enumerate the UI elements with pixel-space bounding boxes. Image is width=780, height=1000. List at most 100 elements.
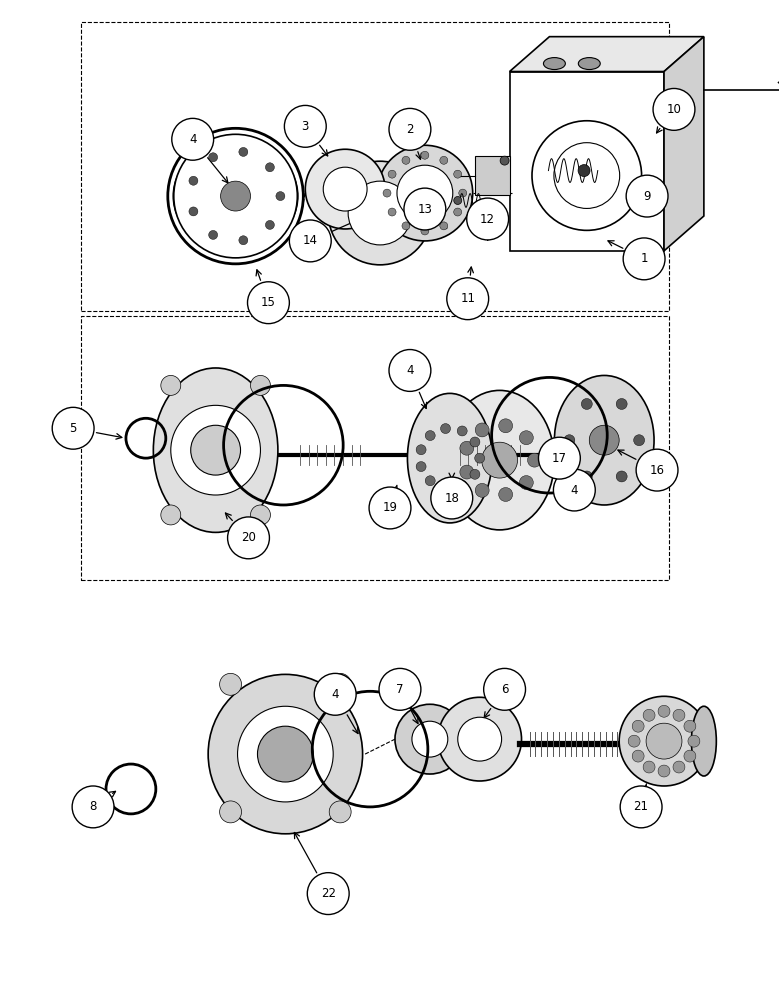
Text: 11: 11 — [460, 292, 475, 305]
Circle shape — [498, 488, 512, 501]
Circle shape — [323, 167, 367, 211]
Circle shape — [379, 668, 421, 710]
Ellipse shape — [445, 390, 555, 530]
Circle shape — [475, 483, 489, 497]
Circle shape — [389, 350, 431, 391]
Circle shape — [646, 723, 682, 759]
Circle shape — [673, 709, 685, 721]
Circle shape — [305, 149, 385, 229]
Circle shape — [498, 419, 512, 433]
Circle shape — [458, 717, 502, 761]
Circle shape — [431, 477, 473, 519]
Circle shape — [632, 720, 644, 732]
Circle shape — [404, 188, 446, 230]
Circle shape — [519, 476, 534, 490]
Circle shape — [688, 735, 700, 747]
Circle shape — [581, 471, 592, 482]
Circle shape — [447, 278, 488, 320]
Circle shape — [247, 282, 289, 324]
Circle shape — [466, 198, 509, 240]
Circle shape — [220, 801, 242, 823]
Ellipse shape — [407, 393, 492, 523]
Circle shape — [239, 236, 248, 245]
Polygon shape — [475, 156, 509, 195]
Text: 4: 4 — [571, 484, 578, 497]
Circle shape — [208, 230, 218, 239]
Circle shape — [172, 118, 214, 160]
Circle shape — [276, 192, 285, 201]
Circle shape — [397, 165, 452, 221]
Circle shape — [632, 750, 644, 762]
Circle shape — [265, 220, 275, 229]
Circle shape — [626, 175, 668, 217]
Circle shape — [441, 483, 451, 493]
Text: 6: 6 — [501, 683, 509, 696]
Circle shape — [307, 873, 349, 915]
Text: 3: 3 — [302, 120, 309, 133]
Circle shape — [470, 469, 480, 479]
Circle shape — [257, 726, 314, 782]
Circle shape — [457, 480, 467, 490]
Text: 4: 4 — [189, 133, 197, 146]
Text: 1: 1 — [640, 252, 648, 265]
Circle shape — [329, 801, 351, 823]
Circle shape — [402, 156, 410, 164]
Circle shape — [454, 170, 462, 178]
Circle shape — [171, 405, 261, 495]
Ellipse shape — [544, 58, 566, 70]
Circle shape — [228, 517, 269, 559]
Circle shape — [289, 220, 332, 262]
Polygon shape — [664, 37, 704, 251]
Circle shape — [285, 105, 326, 147]
Circle shape — [482, 442, 518, 478]
Circle shape — [221, 181, 250, 211]
Text: 21: 21 — [633, 800, 649, 813]
Text: 17: 17 — [552, 452, 567, 465]
Text: 8: 8 — [90, 800, 97, 813]
Text: 15: 15 — [261, 296, 276, 309]
Circle shape — [328, 161, 432, 265]
Circle shape — [616, 398, 627, 409]
Circle shape — [250, 375, 271, 395]
Circle shape — [454, 208, 462, 216]
Text: 5: 5 — [69, 422, 76, 435]
Circle shape — [628, 735, 640, 747]
Ellipse shape — [555, 375, 654, 505]
Circle shape — [189, 207, 198, 216]
Circle shape — [441, 424, 451, 434]
Text: 4: 4 — [406, 364, 413, 377]
Circle shape — [527, 453, 541, 467]
Ellipse shape — [208, 674, 363, 834]
Circle shape — [250, 505, 271, 525]
Text: 13: 13 — [417, 203, 432, 216]
Circle shape — [643, 709, 655, 721]
Circle shape — [161, 375, 181, 395]
Circle shape — [438, 697, 522, 781]
Circle shape — [191, 425, 240, 475]
Circle shape — [636, 449, 678, 491]
Circle shape — [554, 469, 595, 511]
Circle shape — [220, 673, 242, 695]
Circle shape — [389, 108, 431, 150]
Circle shape — [484, 668, 526, 710]
Circle shape — [208, 153, 218, 162]
Text: 12: 12 — [480, 213, 495, 226]
Circle shape — [238, 706, 333, 802]
Circle shape — [416, 462, 426, 472]
Circle shape — [460, 465, 473, 479]
Circle shape — [329, 673, 351, 695]
Circle shape — [578, 165, 590, 177]
Text: 18: 18 — [445, 492, 459, 505]
Circle shape — [421, 227, 429, 235]
Text: 10: 10 — [667, 103, 682, 116]
Circle shape — [616, 471, 627, 482]
Circle shape — [425, 431, 435, 441]
Text: 9: 9 — [644, 190, 651, 203]
Circle shape — [72, 786, 114, 828]
Circle shape — [459, 189, 466, 197]
Circle shape — [633, 435, 644, 446]
Circle shape — [538, 437, 580, 479]
Circle shape — [412, 721, 448, 757]
Circle shape — [460, 441, 473, 455]
Text: 2: 2 — [406, 123, 413, 136]
